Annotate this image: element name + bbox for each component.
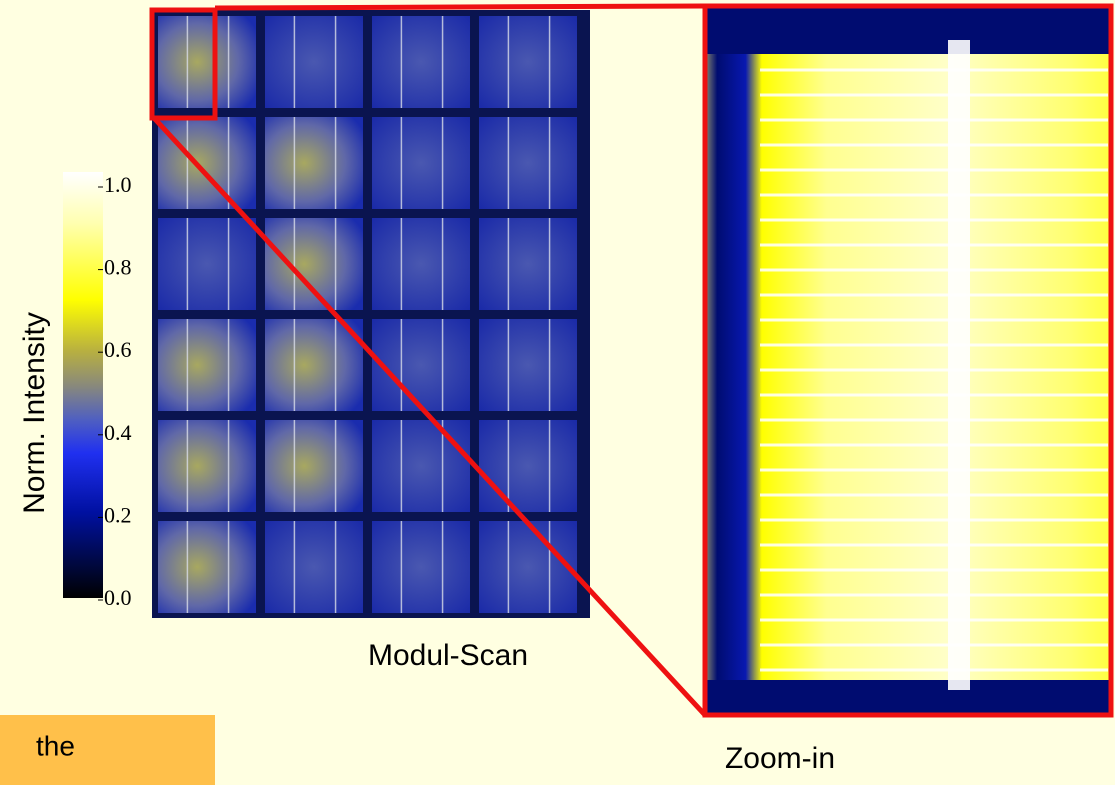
solar-cell <box>372 521 470 613</box>
zoom-fill <box>705 6 1111 715</box>
note-box <box>0 715 215 785</box>
solar-cell <box>479 521 577 613</box>
solar-cell <box>265 521 363 613</box>
solar-cell <box>372 117 470 209</box>
solar-cell <box>479 117 577 209</box>
solar-cell <box>158 16 256 108</box>
connector-line <box>152 116 707 717</box>
colorbar-tick-label: 0.4 <box>104 420 132 445</box>
solar-cell <box>479 16 577 108</box>
solar-cell <box>372 16 470 108</box>
solar-cell <box>265 218 363 310</box>
connector-line <box>214 3 706 11</box>
solar-cell <box>479 218 577 310</box>
colorbar-tick-label: 1.0 <box>104 172 132 197</box>
zoom-bottom-band <box>705 680 1111 715</box>
solar-cell <box>158 420 256 512</box>
colorbar-tick-label: 0.8 <box>104 255 132 280</box>
solar-cell <box>158 117 256 209</box>
solar-cell <box>372 420 470 512</box>
solar-cell <box>158 218 256 310</box>
zoom-top-band <box>705 6 1111 54</box>
solar-cell <box>479 420 577 512</box>
highlight-box <box>149 7 218 121</box>
zoom-image <box>705 6 1111 715</box>
colorbar-tick-label: 0.2 <box>104 502 132 527</box>
solar-cell <box>265 319 363 411</box>
solar-cell <box>265 117 363 209</box>
module-background <box>152 10 590 618</box>
note-text: the <box>36 730 75 761</box>
solar-cell <box>265 16 363 108</box>
colorbar-tick-label: 0.0 <box>104 585 132 610</box>
colorbar-title: Norm. Intensity <box>18 312 51 514</box>
zoom-frame <box>702 3 1114 718</box>
colorbar <box>63 172 103 598</box>
solar-cell <box>372 319 470 411</box>
solar-cell <box>158 521 256 613</box>
module-scan-image <box>152 10 590 618</box>
colorbar-tick-label: 0.6 <box>104 337 132 362</box>
zoom-caption: Zoom-in <box>725 742 835 775</box>
module-caption: Modul-Scan <box>368 639 528 672</box>
solar-cell <box>158 319 256 411</box>
solar-cell <box>372 218 470 310</box>
solar-cell <box>479 319 577 411</box>
zoom-busbar <box>948 40 970 690</box>
colorbar-ticks: 1.0 0.8 0.6 0.4 0.2 0.0 <box>98 172 132 610</box>
solar-cell <box>265 420 363 512</box>
